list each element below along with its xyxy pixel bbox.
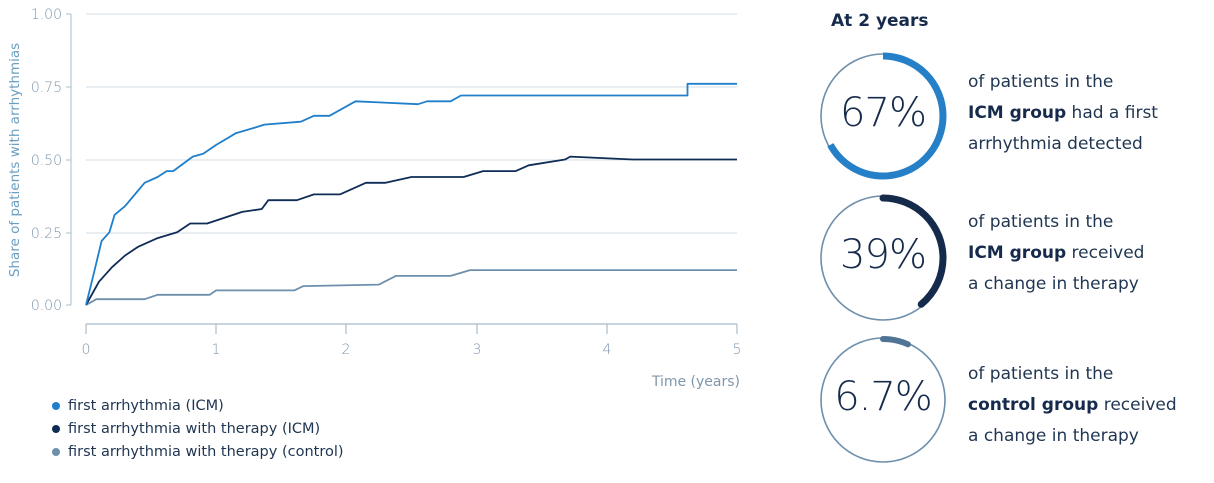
x-tick-label: 5 [733, 342, 742, 358]
line-chart: 1.00 0.75 0.50 0.25 0.00 Share of patien… [7, 7, 742, 390]
legend-label: first arrhythmia (ICM) [68, 397, 224, 414]
legend-label: first arrhythmia with therapy (ICM) [68, 420, 321, 437]
summary-panel: At 2 years 67% of patients in the ICM gr… [800, 0, 1214, 483]
x-tick-label: 0 [82, 342, 91, 358]
x-tick-label: 4 [603, 342, 612, 358]
series-line [85, 155, 737, 306]
stat-desc-line: control group received [968, 390, 1177, 421]
x-axis [85, 323, 738, 334]
stat-desc-rest: received [1098, 395, 1177, 415]
legend-dot-icon [52, 401, 60, 410]
stat-description: of patients in the ICM group had a first… [968, 67, 1158, 160]
y-tick-labels: 1.00 0.75 0.50 0.25 0.00 [31, 7, 62, 314]
stat-value: 67% [840, 90, 927, 136]
x-tick-label: 1 [212, 342, 221, 358]
stat-description: of patients in the ICM group received a … [968, 207, 1144, 300]
progress-ring-icon [819, 194, 947, 322]
series-line [85, 82, 737, 306]
stat-desc-line: ICM group had a first [968, 98, 1158, 129]
stat-desc-rest: had a first [1066, 103, 1158, 123]
stat-description: of patients in the control group receive… [968, 359, 1177, 452]
stat-desc-line: of patients in the [968, 212, 1114, 232]
x-axis-title: Time (years) [651, 374, 740, 390]
x-tick-label: 3 [473, 342, 482, 358]
y-tick-label: 0.25 [31, 226, 62, 242]
stat-desc-bold: ICM group [968, 103, 1067, 123]
stat-desc-line: ICM group received [968, 238, 1144, 269]
series-line [85, 269, 737, 306]
y-axis-title: Share of patients with arrhythmias [7, 43, 23, 277]
y-tick-label: 0.00 [31, 298, 62, 314]
y-axis [66, 13, 72, 306]
legend-label: first arrhythmia with therapy (control) [68, 443, 344, 460]
stat-desc-rest: received [1066, 243, 1145, 263]
stat-value: 6.7% [834, 374, 933, 420]
panel-title: At 2 years [831, 11, 929, 31]
stat-value: 39% [840, 232, 927, 278]
x-tick-label: 2 [342, 342, 351, 358]
progress-ring-icon [819, 52, 947, 180]
stat-icm-first-arrhythmia: 67% of patients in the ICM group had a f… [817, 50, 1214, 185]
stat-desc-line: a change in therapy [968, 426, 1139, 446]
legend-item-icm-therapy: first arrhythmia with therapy (ICM) [52, 417, 344, 440]
grid-lines [86, 13, 737, 234]
stat-desc-bold: control group [968, 395, 1099, 415]
legend-dot-icon [52, 447, 60, 456]
legend-dot-icon [52, 424, 60, 433]
stat-desc-line: of patients in the [968, 72, 1114, 92]
stat-icm-therapy-change: 39% of patients in the ICM group receive… [817, 192, 1214, 327]
stat-desc-line: a change in therapy [968, 274, 1139, 294]
stat-desc-line: arrhythmia detected [968, 134, 1143, 154]
legend: first arrhythmia (ICM) first arrhythmia … [52, 394, 344, 463]
y-tick-label: 0.50 [31, 153, 62, 169]
y-tick-label: 0.75 [31, 80, 62, 96]
stat-desc-line: of patients in the [968, 364, 1114, 384]
x-tick-labels: 0 1 2 3 4 5 [82, 342, 742, 358]
progress-ring-icon [819, 336, 947, 464]
stat-control-therapy-change: 6.7% of patients in the control group re… [817, 334, 1214, 469]
y-tick-label: 1.00 [31, 7, 62, 23]
stat-desc-bold: ICM group [968, 243, 1067, 263]
legend-item-icm-first: first arrhythmia (ICM) [52, 394, 344, 417]
legend-item-control-therapy: first arrhythmia with therapy (control) [52, 440, 344, 463]
series-layer [85, 82, 737, 306]
